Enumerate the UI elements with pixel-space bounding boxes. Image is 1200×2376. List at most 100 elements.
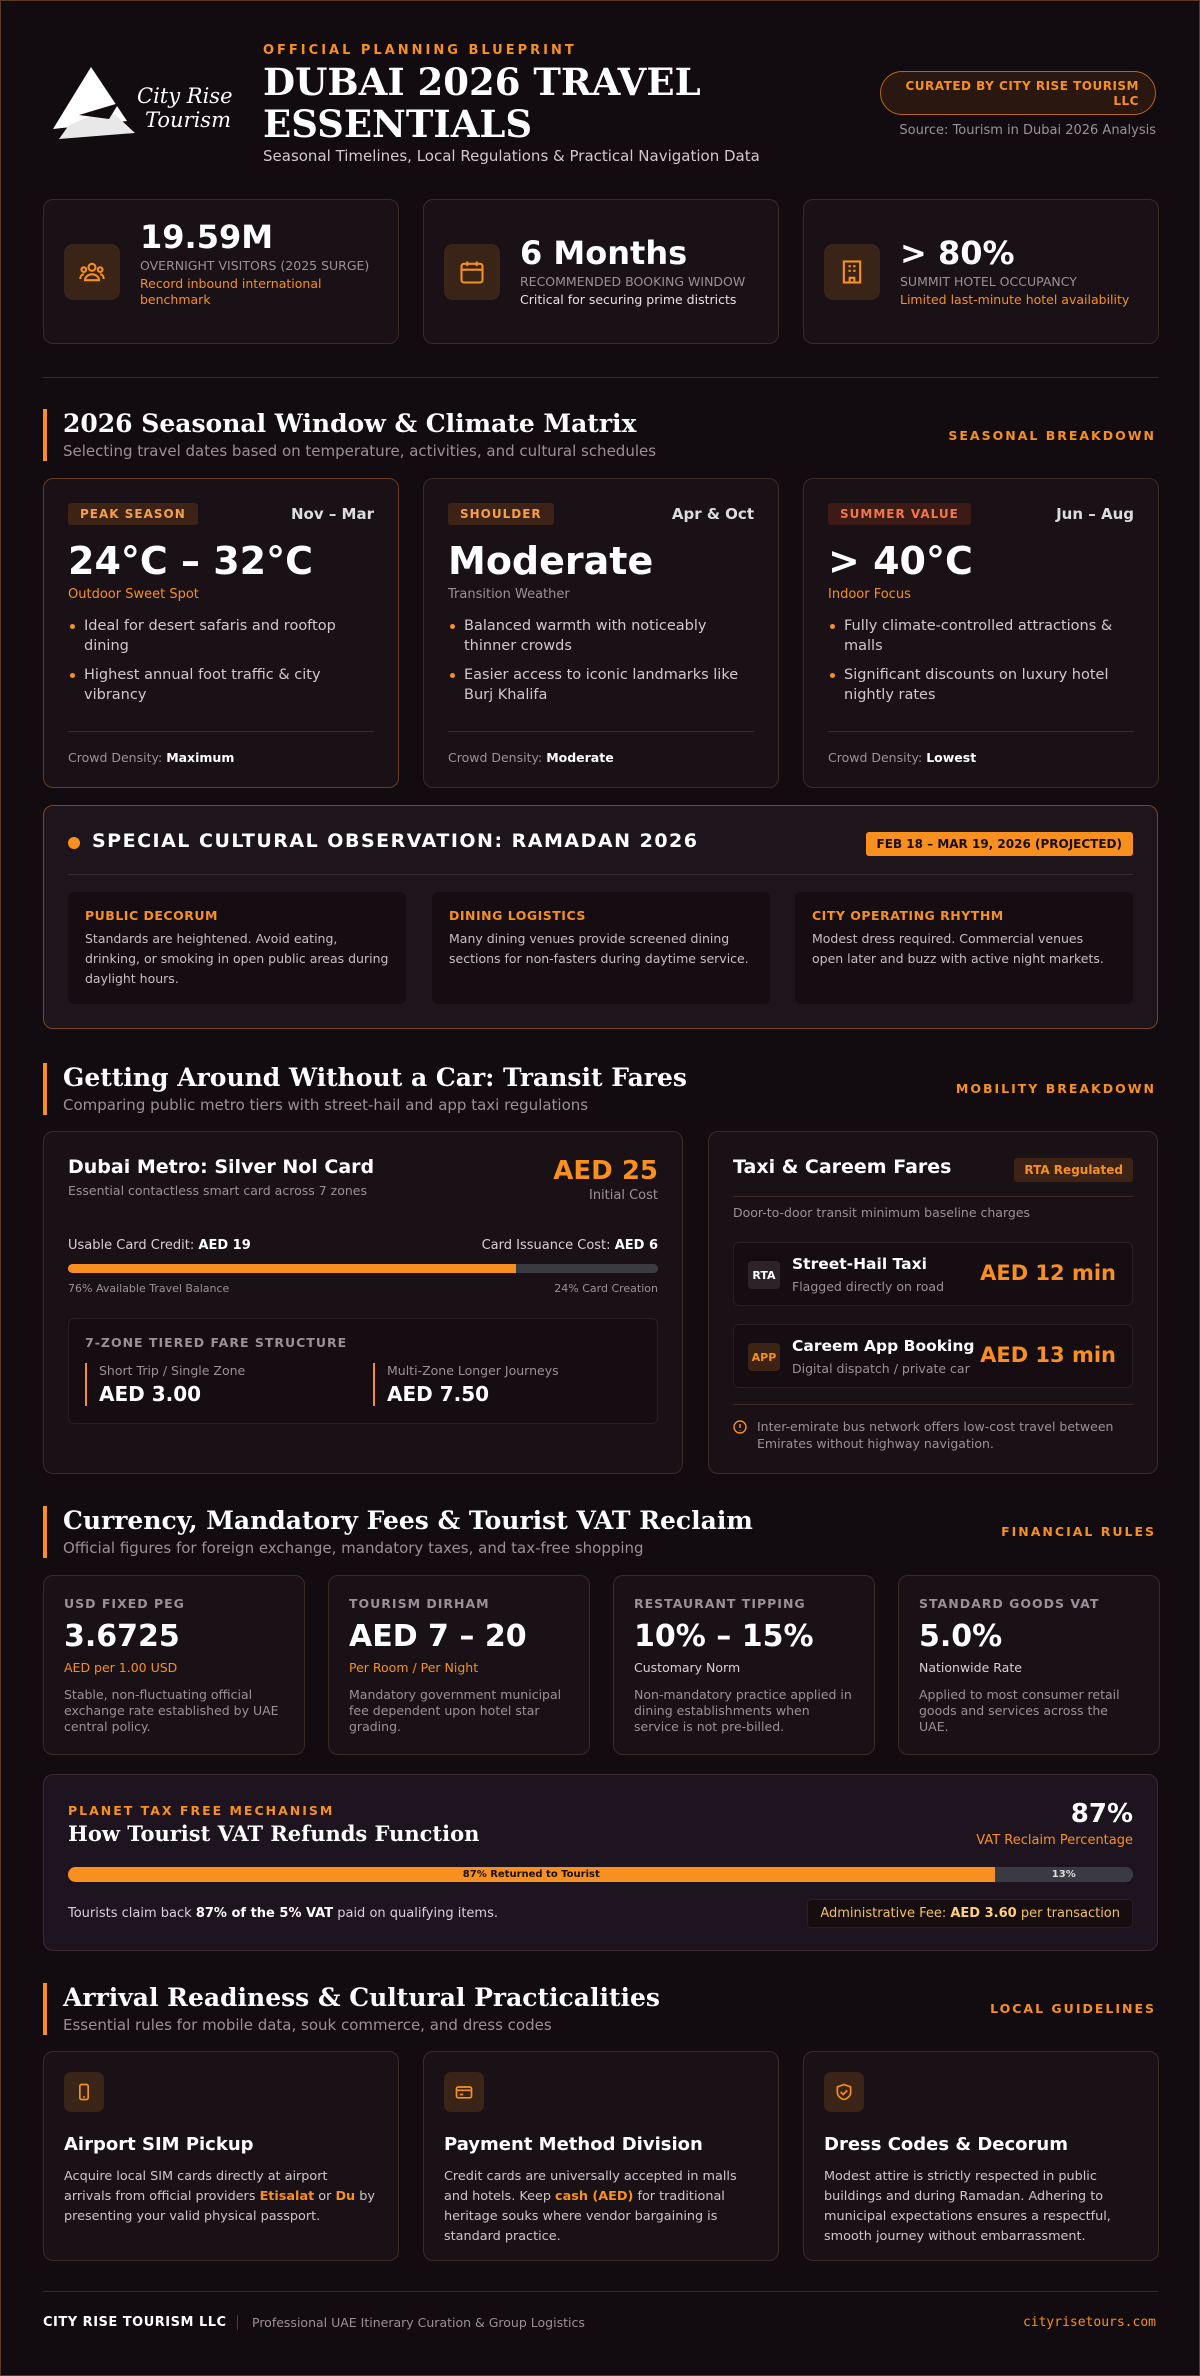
- svg: [455, 2086, 473, 2099]
- sec-tag: FINANCIAL RULES: [1001, 1524, 1156, 1539]
- icon: [64, 2072, 104, 2112]
- taxi: Taxi & Careem Fares RTA Regulated Door-t…: [708, 1131, 1158, 1474]
- text: Multi-Zone Longer Journeys: [387, 1363, 559, 1378]
- price: AED 25 Initial Cost: [553, 1156, 658, 1203]
- text: PUBLIC DECORUM: [85, 908, 218, 923]
- season: PEAK SEASON Nov – Mar 24°C – 32°C Outdoor …: [43, 478, 399, 788]
- vat-v: 87%: [1070, 1799, 1133, 1829]
- svg: [460, 261, 484, 284]
- fin-sub: Customary Norm: [634, 1660, 741, 1675]
- text: Lowest: [926, 750, 977, 765]
- text: 87% Returned to Tourist: [462, 1869, 600, 1880]
- fin-sub: Nationwide Rate: [919, 1660, 1022, 1675]
- fin-label: RESTAURANT TIPPING: [634, 1596, 806, 1611]
- text: Highest annual foot traffic & city vibra…: [68, 665, 374, 705]
- path: [836, 2083, 852, 2101]
- svg: [733, 1420, 747, 1434]
- sec-tag: MOBILITY BREAKDOWN: [955, 1081, 1156, 1096]
- row: Usable Card Credit: AED 19 Card Issuance …: [68, 1238, 658, 1253]
- text: Short Trip / Single Zone: [99, 1363, 246, 1378]
- density: Crowd Density: Lowest: [828, 731, 1134, 787]
- text: CITY OPERATING RHYTHM: [812, 908, 1004, 923]
- svg: [79, 262, 105, 282]
- circle: [87, 262, 97, 272]
- fin: USD FIXED PEG 3.6725 AED per 1.00 USD Stabl…: [43, 1575, 305, 1755]
- fin-label: STANDARD GOODS VAT: [919, 1596, 1100, 1611]
- stat-note: Limited last-minute hotel availability: [900, 292, 1130, 307]
- taxi-tag: RTA Regulated: [1014, 1158, 1133, 1182]
- sec-title: Currency, Mandatory Fees & Tourist VAT R…: [63, 1506, 753, 1535]
- sec-bar: [43, 1506, 47, 1558]
- fee: Administrative Fee: AED 3.60 per transac…: [807, 1899, 1133, 1928]
- pill: SUMMER VALUE: [828, 503, 971, 525]
- icon: [444, 2072, 484, 2112]
- fin-value: 5.0%: [919, 1619, 1003, 1654]
- text: RECOMMENDED BOOKING WINDOW: [520, 274, 746, 289]
- stat-label: RECOMMENDED BOOKING WINDOW Critical for s…: [520, 274, 760, 308]
- stat-note: Record inbound international benchmark: [140, 276, 322, 307]
- temp-note: Indoor Focus: [828, 587, 911, 602]
- text: Administrative Fee:: [820, 1906, 951, 1921]
- season: SUMMER VALUE Jun – Aug > 40°C Indoor Focus…: [803, 478, 1159, 788]
- icon: [64, 244, 120, 300]
- text: Balanced warmth with noticeably thinner …: [448, 616, 754, 656]
- text: or: [314, 2189, 336, 2204]
- icon: [824, 2072, 864, 2112]
- sec-bar: [43, 1983, 47, 2035]
- text: Dress Codes & Decorum: [824, 2134, 1068, 2155]
- opt-price: AED 13 min: [980, 1343, 1116, 1367]
- text: Payment Method Division: [444, 2134, 703, 2155]
- pill: PEAK SEASON: [68, 503, 198, 525]
- text: SUMMIT HOTEL OCCUPANCY: [900, 274, 1077, 289]
- text: Du: [335, 2189, 356, 2204]
- rect: [460, 262, 484, 284]
- stat-card: > 80% SUMMIT HOTEL OCCUPANCY Limited last…: [803, 199, 1159, 344]
- fin-label: USD FIXED PEG: [64, 1596, 185, 1611]
- fin: TOURISM DIRHAM AED 7 – 20 Per Room / Per N…: [328, 1575, 590, 1755]
- text: Modest attire is strictly respected in p…: [824, 2169, 1111, 2244]
- text: Modest dress required. Commercial venues…: [812, 931, 1104, 966]
- text: for traditional heritage souks where ven…: [444, 2189, 725, 2244]
- c-title: Taxi & Careem Fares: [733, 1156, 952, 1178]
- code: APP: [748, 1343, 780, 1371]
- text: City Rise: [137, 84, 233, 108]
- text: Initial Cost: [588, 1188, 658, 1203]
- stat-value: > 80%: [900, 234, 1015, 272]
- temp: > 40°C: [828, 539, 973, 583]
- text: Acquire local SIM cards directly at airp…: [64, 2169, 328, 2204]
- text: 24% Card Creation: [554, 1282, 658, 1295]
- stat-note: Critical for securing prime districts: [520, 292, 737, 307]
- text: Etisalat: [259, 2189, 315, 2204]
- svg: [842, 260, 862, 284]
- path: [848, 265, 856, 283]
- ram-dates: FEB 18 – MAR 19, 2026 (PROJECTED): [865, 832, 1133, 856]
- ram-title: SPECIAL CULTURAL OBSERVATION: RAMADAN 20…: [92, 830, 699, 852]
- ram-dot: [68, 837, 80, 849]
- sec-tag: SEASONAL BREAKDOWN: [948, 428, 1156, 443]
- stat-label: OVERNIGHT VISITORS (2025 SURGE) Record in…: [140, 258, 380, 308]
- text: Fully climate-controlled attractions & m…: [828, 616, 1134, 656]
- foot-tag: Professional UAE Itinerary Curation & Gr…: [237, 2315, 585, 2330]
- ram-item: DINING LOGISTICS Many dining venues provi…: [432, 892, 770, 1004]
- path: [840, 2089, 848, 2096]
- text: AED 3.00: [99, 1382, 202, 1406]
- icon: [444, 244, 500, 300]
- temp-note: Outdoor Sweet Spot: [68, 587, 199, 602]
- text: Crowd Density:: [68, 750, 163, 765]
- divider: [43, 377, 1158, 378]
- text: AED 25: [553, 1156, 658, 1186]
- claim: Tourists claim back 87% of the 5% VAT pa…: [68, 1906, 498, 1921]
- arr: Dress Codes & Decorum Modest attire is s…: [803, 2051, 1159, 2261]
- tline: [733, 1404, 1133, 1405]
- badge: CURATED BY CITY RISE TOURISM LLC: [880, 71, 1156, 115]
- foot-url: cityrisetours.com: [1022, 2315, 1156, 2330]
- pill: SHOULDER: [448, 503, 554, 525]
- fin-label: TOURISM DIRHAM: [349, 1596, 490, 1611]
- svg: [836, 2083, 852, 2101]
- c-title: Dubai Metro: Silver Nol Card: [68, 1156, 375, 1178]
- text: per transaction: [1016, 1906, 1120, 1921]
- fin-sub: AED per 1.00 USD: [64, 1660, 178, 1675]
- stat-card: 19.59M OVERNIGHT VISITORS (2025 SURGE) Re…: [43, 199, 399, 344]
- circle: [733, 1420, 747, 1434]
